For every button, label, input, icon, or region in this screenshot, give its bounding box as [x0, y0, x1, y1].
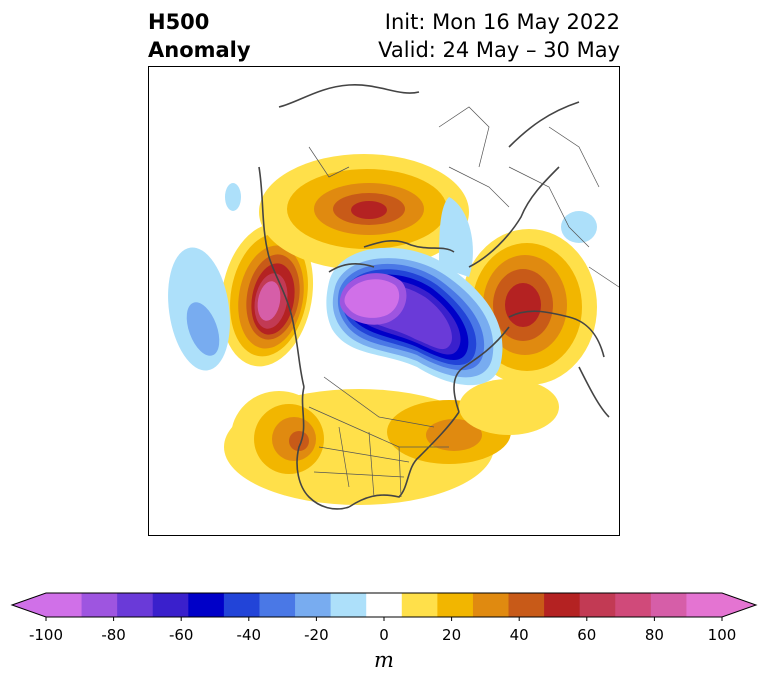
anomaly-high-north	[259, 154, 469, 270]
colorbar-bin	[508, 593, 545, 617]
anomaly-map	[168, 84, 619, 510]
map-frame	[148, 66, 620, 536]
colorbar-bin	[330, 593, 367, 617]
colorbar-bin	[472, 593, 510, 617]
colorbar-label: m	[374, 648, 394, 672]
valid-date: Valid: 24 May – 30 May	[378, 38, 620, 62]
colorbar-bin	[81, 593, 118, 617]
anomaly-low-pacific	[168, 183, 597, 371]
init-date: Init: Mon 16 May 2022	[384, 10, 620, 34]
colorbar-bin	[544, 593, 581, 617]
date-info: Init: Mon 16 May 2022 Valid: 24 May – 30…	[378, 8, 620, 64]
colorbar-bin	[579, 593, 616, 617]
colorbar	[10, 592, 758, 621]
title-line-2: Anomaly	[148, 38, 251, 62]
colorbar-bin	[615, 593, 652, 617]
colorbar-tick-label: 80	[644, 626, 664, 644]
colorbar-bin	[188, 593, 225, 617]
colorbar-tick-label: 0	[379, 626, 389, 644]
colorbar-tick-label: 100	[707, 626, 737, 644]
chart-title: H500 Anomaly	[148, 8, 251, 64]
colorbar-bin	[46, 593, 83, 617]
colorbar-bin	[223, 593, 260, 617]
colorbar-tick-label: -60	[168, 626, 194, 644]
colorbar-bin	[259, 593, 296, 617]
colorbar-bin	[295, 593, 332, 617]
colorbar-bin	[437, 593, 474, 617]
colorbar-tick-label: -20	[304, 626, 329, 644]
title-line-1: H500	[148, 10, 210, 34]
colorbar-extend-high	[722, 593, 756, 617]
colorbar-bin	[152, 593, 189, 617]
colorbar-bin	[686, 593, 723, 617]
anomaly-low-polar	[326, 197, 503, 386]
anomaly-high-west	[220, 223, 314, 367]
colorbar-extend-low	[12, 593, 46, 617]
colorbar-bin	[401, 593, 438, 617]
colorbar-tick-label: -40	[236, 626, 262, 644]
colorbar-bin	[117, 593, 154, 617]
colorbar-tick-label: -80	[101, 626, 126, 644]
coastlines	[258, 84, 610, 510]
colorbar-tick-label: 20	[442, 626, 462, 644]
anomaly-high-south	[224, 379, 559, 505]
colorbar-bin	[650, 593, 687, 617]
borders	[308, 106, 619, 498]
colorbar-tick-label: 60	[577, 626, 597, 644]
colorbar-tick-label: -100	[28, 626, 64, 644]
colorbar-bin	[366, 593, 403, 617]
colorbar-tick-label: 40	[509, 626, 529, 644]
